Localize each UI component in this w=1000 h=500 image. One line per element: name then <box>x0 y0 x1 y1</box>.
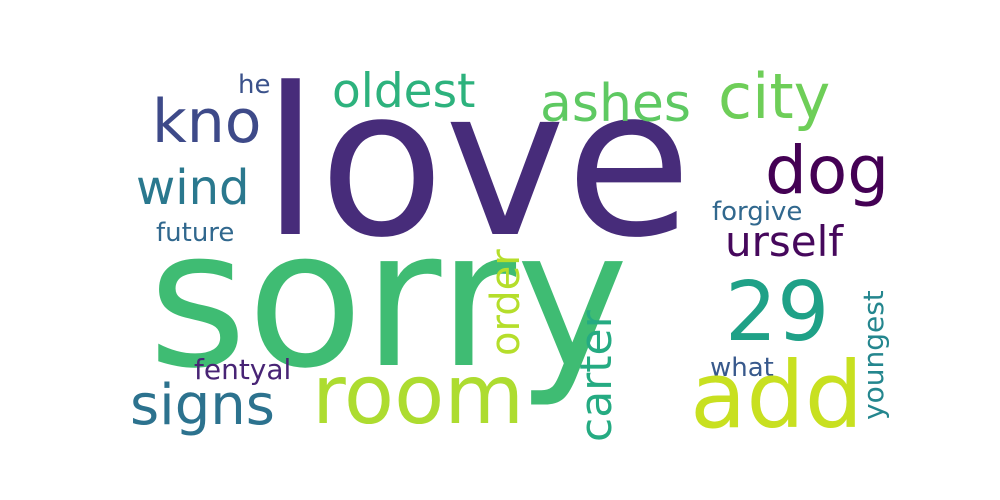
word-city: city <box>718 60 831 133</box>
word-signs: signs <box>130 373 275 438</box>
word-future: future <box>156 218 235 248</box>
word-wind: wind <box>136 160 250 216</box>
word-add: add <box>690 342 864 449</box>
word-forgive: forgive <box>712 197 803 227</box>
word-urself: urself <box>725 217 844 266</box>
word-love: love <box>262 45 692 283</box>
word-carter: carter <box>571 310 622 442</box>
word-what: what <box>710 353 774 383</box>
word-ashes: ashes <box>540 74 691 134</box>
word-29: 29 <box>725 265 830 360</box>
word-oldest: oldest <box>332 64 476 119</box>
word-order: order <box>483 249 529 356</box>
word-dog: dog <box>765 132 890 209</box>
word-fentyal: fentyal <box>194 353 292 386</box>
word-kno: kno <box>152 87 262 157</box>
word-room: room <box>312 348 525 443</box>
word-sorry: sorry <box>148 189 629 410</box>
word-he: he <box>238 70 271 100</box>
word-youngest: youngest <box>857 290 890 420</box>
